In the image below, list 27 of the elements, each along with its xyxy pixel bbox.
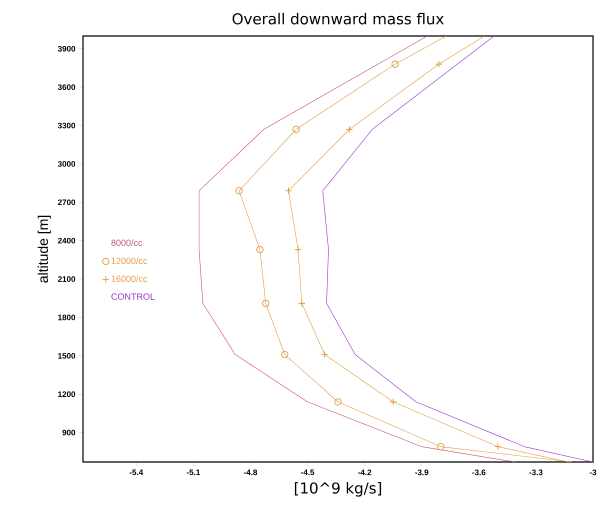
y-tick-label: 1800 [58, 314, 76, 320]
y-tick-label: 2100 [58, 276, 76, 282]
y-tick-label: 3900 [58, 46, 76, 52]
y-tick-label: 1500 [58, 352, 76, 359]
text: 8000/cc [111, 239, 142, 246]
x-tick-label: -3.9 [415, 470, 428, 476]
x-tick-label: -3 [590, 470, 596, 476]
y-tick-label: 3300 [58, 122, 76, 128]
y-tick-label: 1200 [58, 391, 76, 398]
x-tick-label: -5.4 [130, 470, 144, 476]
legend-label: 12000/cc [112, 257, 148, 264]
legend-label: 16000/cc [112, 275, 148, 282]
x-tick-label: -4.2 [358, 470, 372, 476]
y-tick-label: 2700 [58, 199, 76, 206]
x-tick-label: -4.5 [300, 470, 314, 476]
y-tick-label: 900 [62, 430, 76, 436]
x-axis-title: [10^9 kg/s] [294, 482, 382, 497]
x-tick-label: -4.8 [244, 470, 258, 476]
y-axis-title: altitude [m] [38, 216, 51, 283]
x-tick-label: -5.1 [186, 470, 200, 476]
y-tick-label: 2400 [58, 238, 76, 244]
y-tick-label: 3000 [58, 161, 76, 167]
x-tick-label: -3.6 [472, 470, 486, 476]
chart-title: Overall downward mass flux [232, 12, 444, 24]
text: CONTROL [111, 293, 155, 300]
x-tick-label: -3.3 [529, 470, 543, 476]
y-tick-label: 3600 [58, 84, 76, 90]
